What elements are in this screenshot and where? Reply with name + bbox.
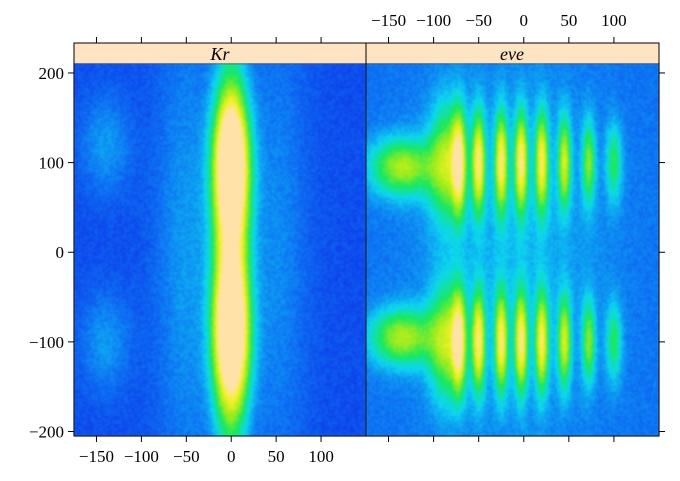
panel-eve: eve <box>365 42 660 437</box>
axes: −150 −100 −50 0 50 100 −150 −100 −50 0 50 100 −200 −1… <box>29 11 665 466</box>
x-tick-label-top: −50 <box>465 11 492 30</box>
x-tick-label-bottom: −50 <box>173 447 200 466</box>
panel-eve-heatmap <box>366 64 659 436</box>
x-tick-label-top: 0 <box>520 11 529 30</box>
y-tick-label: 0 <box>56 243 65 262</box>
y-tick-label: −100 <box>29 333 64 352</box>
y-tick-label: 200 <box>39 64 65 83</box>
x-tick-label-bottom: 0 <box>227 447 236 466</box>
x-tick-label-bottom: 50 <box>268 447 285 466</box>
x-tick-label-top: 100 <box>601 11 627 30</box>
x-tick-label-bottom: −150 <box>79 447 114 466</box>
y-tick-label: −200 <box>29 423 64 442</box>
panel-kr-heatmap <box>74 64 366 436</box>
panel-kr-strip-label: Kr <box>209 44 230 64</box>
x-tick-label-top: −150 <box>371 11 406 30</box>
x-tick-label-top: −100 <box>416 11 451 30</box>
panel-eve-strip-label: eve <box>500 44 524 64</box>
x-tick-label-top: 50 <box>560 11 577 30</box>
panel-kr: Kr <box>73 42 367 437</box>
y-tick-label: 100 <box>39 154 65 173</box>
panel-eve-frame <box>365 42 660 437</box>
x-tick-label-bottom: 100 <box>308 447 334 466</box>
x-tick-label-bottom: −100 <box>124 447 159 466</box>
